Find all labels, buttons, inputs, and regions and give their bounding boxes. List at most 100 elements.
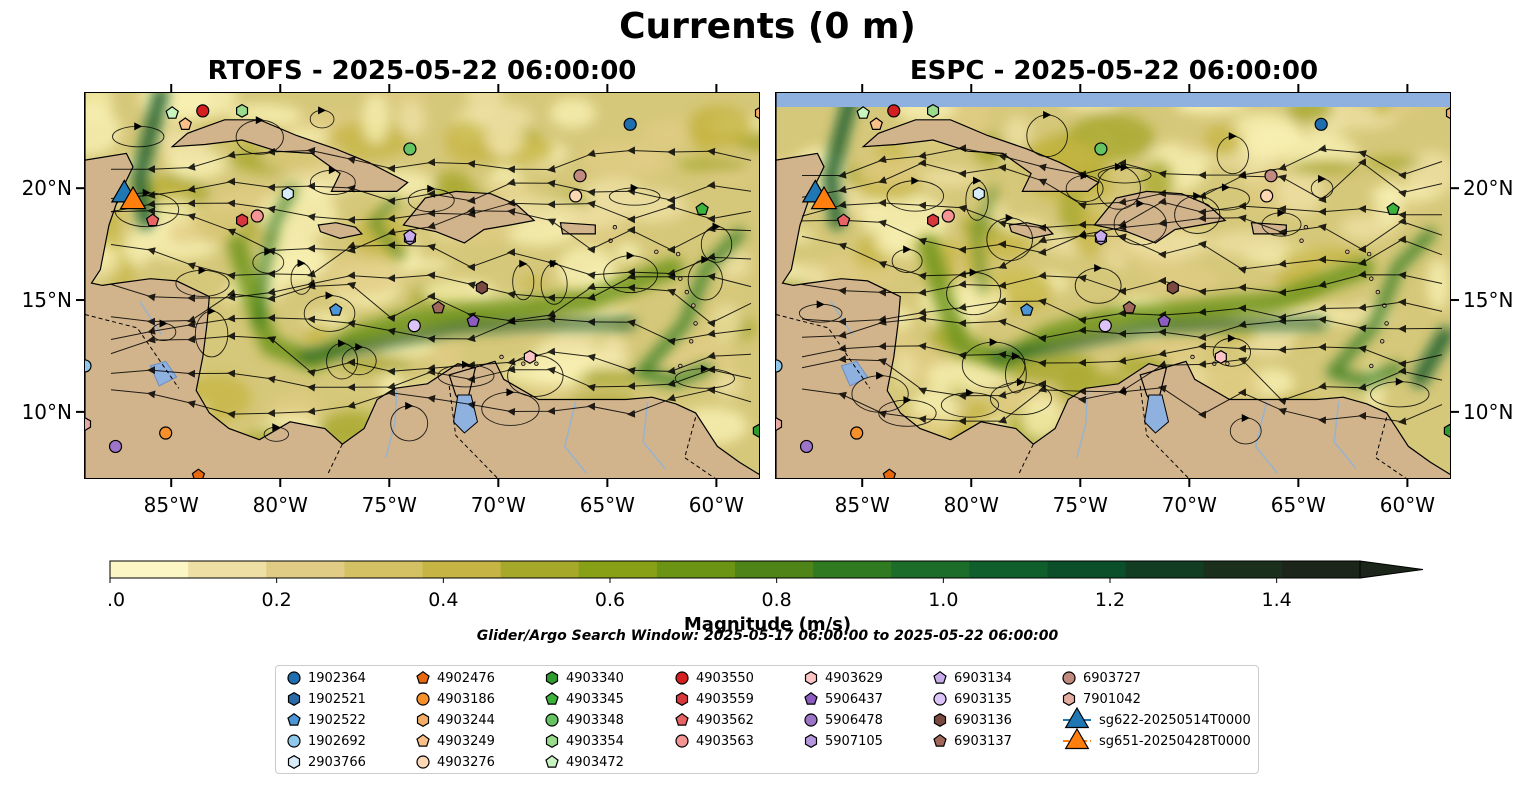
legend-item: 4903559 <box>674 690 754 708</box>
marker-4903563 <box>941 209 955 223</box>
legend-label: 1902364 <box>308 670 366 686</box>
legend-label: 5906478 <box>825 712 883 728</box>
legend-label: 6903135 <box>954 691 1012 707</box>
marker-6903136 <box>475 280 488 295</box>
lon-tick-label: 65°W <box>580 493 635 517</box>
lon-tick-label: 75°W <box>362 493 417 517</box>
lat-tick-label: 20°N <box>1463 176 1513 200</box>
map-panel-rtofs <box>84 92 760 479</box>
legend-item: 1902364 <box>286 669 366 687</box>
colorbar-segment <box>422 561 502 578</box>
marker-5906478 <box>799 439 814 454</box>
legend-marker-icon <box>545 754 559 768</box>
legend: 1902364 1902521 1902522 1902692 2903766 49024… <box>275 665 1259 774</box>
legend-label: 6903134 <box>954 670 1012 686</box>
legend-marker-icon <box>287 712 301 726</box>
legend-item: 4903345 <box>544 690 624 708</box>
legend-item: 4903562 <box>674 711 754 729</box>
marker-2903766 <box>281 186 294 201</box>
legend-item: sg651-20250428T0000 <box>1061 728 1251 750</box>
marker-4903472 <box>856 106 870 119</box>
legend-label: 2903766 <box>308 754 366 770</box>
legend-label: 6903137 <box>954 733 1012 749</box>
legend-marker-icon <box>804 734 818 748</box>
marker-4903559 <box>927 213 940 228</box>
legend-marker-icon <box>804 713 818 727</box>
legend-label: 4902476 <box>437 670 495 686</box>
marker-4903563 <box>250 209 264 223</box>
marker-4903559 <box>236 213 249 228</box>
legend-label: 4903249 <box>437 733 495 749</box>
lat-tick-label: 10°N <box>1463 400 1513 424</box>
legend-label: 7901042 <box>1083 691 1141 707</box>
colorbar-segment <box>813 561 892 578</box>
legend-label: 4903562 <box>696 712 754 728</box>
legend-item: 2903766 <box>286 753 366 771</box>
legend-marker-icon <box>545 713 559 727</box>
legend-marker-icon <box>675 734 689 748</box>
legend-marker-icon <box>1062 692 1076 706</box>
marker-6903137 <box>431 300 446 314</box>
legend-item: 6903135 <box>932 690 1012 708</box>
legend-marker-icon <box>804 691 818 705</box>
legend-marker-icon <box>416 733 430 747</box>
lon-tick-label: 85°W <box>144 493 199 517</box>
legend-item: sg622-20250514T0000 <box>1061 707 1251 729</box>
legend-item: 5906478 <box>803 711 883 729</box>
marker-6903134 <box>403 229 417 242</box>
legend-item: 4903354 <box>544 732 624 750</box>
colorbar: 0.0 0.2 0.4 0.6 0.8 1.0 1.2 1.4 <box>108 560 1424 610</box>
lon-tick-label: 65°W <box>1271 493 1326 517</box>
legend-marker-icon <box>933 733 947 747</box>
marker-4903249 <box>178 117 193 131</box>
marker-1902364 <box>1314 117 1328 131</box>
legend-item: 4903563 <box>674 732 754 750</box>
legend-label: 4903186 <box>437 691 495 707</box>
legend-item: 1902692 <box>286 732 366 750</box>
legend-label: sg622-20250514T0000 <box>1099 712 1251 728</box>
legend-marker-icon <box>675 671 689 685</box>
marker-6903137 <box>1122 300 1137 314</box>
legend-label: 4903354 <box>566 733 624 749</box>
lon-tick-label: 70°W <box>471 493 526 517</box>
legend-item: 6903134 <box>932 669 1012 687</box>
marker-5906437 <box>466 314 480 327</box>
legend-label: 4903563 <box>696 733 754 749</box>
marker-4903186 <box>159 426 173 440</box>
marker-1902692 <box>85 359 92 373</box>
legend-marker-icon <box>545 691 559 705</box>
legend-marker-icon <box>804 671 818 685</box>
figure-title: Currents (0 m) <box>619 6 916 47</box>
lat-tick-label: 15°N <box>22 288 72 312</box>
legend-marker-icon <box>933 692 947 706</box>
colorbar-segment <box>188 561 267 578</box>
legend-marker-icon <box>287 692 301 706</box>
marker-4903345 <box>695 202 709 216</box>
marker-4903348 <box>403 142 417 156</box>
marker-4903276 <box>1260 189 1274 203</box>
marker-6903136 <box>1166 280 1179 295</box>
legend-label: 4903550 <box>696 670 754 686</box>
colorbar-tick-label: 0.0 <box>108 589 125 610</box>
marker-4902476 <box>882 468 897 478</box>
observation-markers <box>776 103 1450 478</box>
marker-4903244 <box>754 107 759 119</box>
legend-marker-icon <box>675 692 689 706</box>
marker-7901042 <box>776 417 783 432</box>
marker-4903354 <box>927 103 940 118</box>
marker-4903550 <box>887 104 901 118</box>
legend-item: 4903244 <box>415 711 495 729</box>
legend-marker-icon <box>1062 671 1076 685</box>
legend-label: 4903340 <box>566 670 624 686</box>
legend-item: 4903276 <box>415 753 495 771</box>
legend-item: 7901042 <box>1061 690 1141 708</box>
marker-4903629 <box>1214 350 1227 364</box>
marker-7901042 <box>85 417 92 432</box>
marker-1902522 <box>329 302 343 316</box>
legend-marker-icon <box>545 671 559 685</box>
streamlines <box>798 110 1443 445</box>
panel-title-espc: ESPC - 2025-05-22 06:00:00 <box>909 56 1319 86</box>
legend-marker-icon <box>416 713 430 727</box>
legend-label: 6903727 <box>1083 670 1141 686</box>
legend-marker-icon <box>1063 707 1091 729</box>
